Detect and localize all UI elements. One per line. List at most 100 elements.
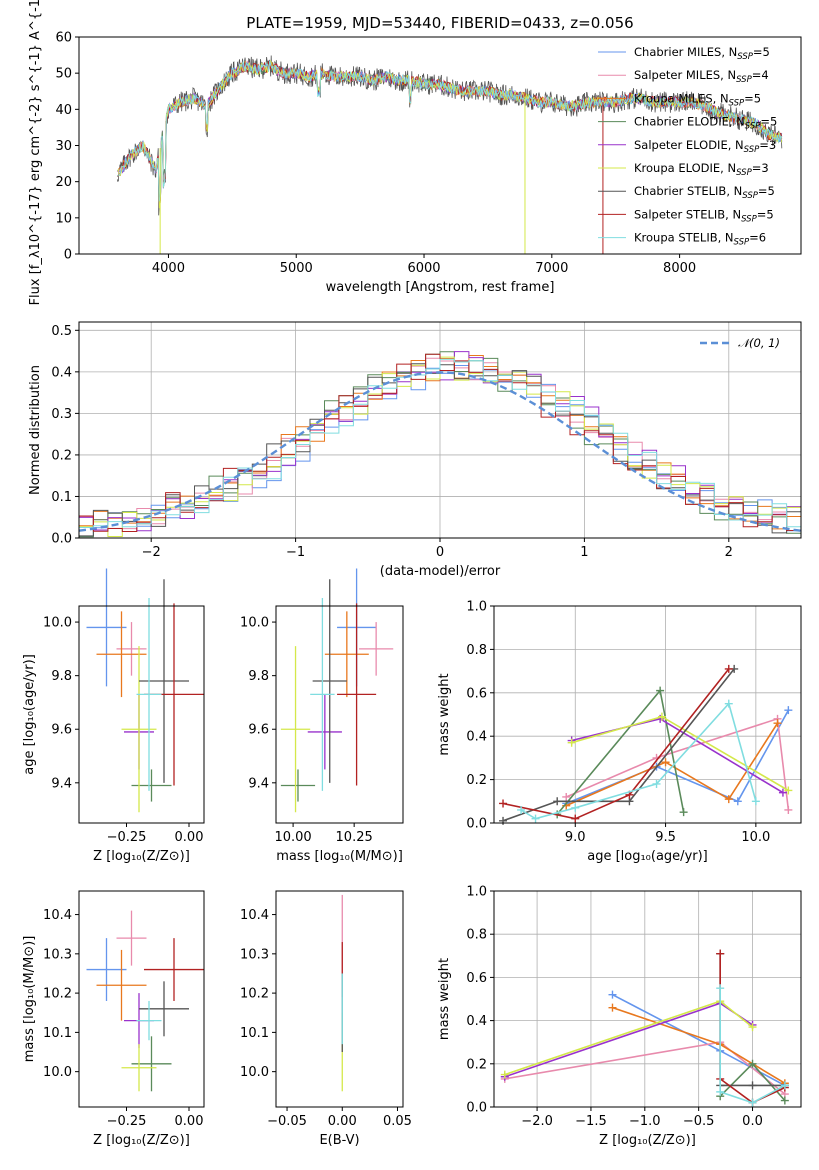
weight-point-marker — [553, 797, 562, 806]
x-tick-label: 6000 — [407, 261, 440, 276]
weight-point-marker — [517, 805, 526, 814]
y-tick-label: 0.4 — [466, 730, 487, 745]
spectrum-line — [117, 59, 783, 209]
legend-label-text: Kroupa STELIB, N — [634, 231, 734, 245]
legend-label: Salpeter STELIB, NSSP=5 — [634, 207, 774, 224]
y-tick-label: 60 — [55, 31, 72, 46]
y-tick-label: 0.8 — [466, 643, 487, 658]
axes-frame — [78, 321, 802, 539]
weight-point-marker — [608, 990, 617, 999]
y-axis-title: Normed distribution — [28, 365, 43, 495]
weight-point-marker — [773, 719, 782, 728]
legend-label-suffix: =6 — [749, 231, 766, 245]
panel-age_vs_Z: −0.25 0.00 9.4 9.6 9.8 10.0 Z [log₁₀(Z/Z⊙)] age… — [22, 568, 205, 864]
gaussian-curve — [78, 371, 802, 532]
x-axis-title: Z [log₁₀(Z/Z⊙)] — [93, 849, 190, 864]
y-tick-label: 9.6 — [248, 723, 269, 738]
weight-series-line — [556, 688, 685, 815]
y-tick-label: 10.0 — [240, 1065, 269, 1080]
legend-label-text: Salpeter ELODIE, N — [634, 138, 744, 152]
weight-point-marker — [748, 1059, 757, 1068]
weight-point-marker — [567, 738, 576, 747]
x-tick-label: 10.00 — [274, 830, 311, 845]
weight-point-marker — [748, 1081, 757, 1090]
y-axis-title: age [log₁₀(age/yr)] — [22, 654, 37, 775]
weight-point-marker — [780, 1081, 789, 1090]
y-tick-label: 0.4 — [466, 1014, 487, 1029]
legend-label-text: Chabrier ELODIE, N — [634, 115, 745, 129]
weight-point-marker — [751, 797, 760, 806]
weight-point-marker — [780, 1096, 789, 1105]
weight-point-marker — [724, 664, 733, 673]
x-tick-label: 2 — [725, 545, 733, 560]
x-axis-title: mass [log₁₀(M/M⊙)] — [276, 849, 403, 864]
legend-label-suffix: =5 — [757, 207, 774, 221]
axes-frame — [78, 605, 205, 824]
weight-point-marker — [661, 758, 670, 767]
legend-label-sub: SSP — [745, 122, 761, 132]
panel-spectrum: 4000 5000 6000 7000 8000 0 10 20 30 40 50 60 wavelen… — [28, 0, 802, 305]
legend-label: Chabrier ELODIE, NSSP=5 — [634, 115, 777, 132]
x-tick-label: 0 — [436, 545, 444, 560]
panel-residuals: −2 −1 0 1 2 0.0 0.1 0.2 0.3 0.4 0.5 (data-model)/er… — [28, 321, 802, 579]
axes-frame — [493, 605, 802, 824]
y-axis-title: mass weight — [437, 958, 452, 1040]
y-tick-label: 50 — [55, 67, 72, 82]
legend-label-suffix: =3 — [759, 138, 776, 152]
y-tick-label: 9.4 — [248, 776, 269, 791]
axes-frame — [78, 890, 205, 1108]
y-tick-label: 10.1 — [240, 1026, 269, 1041]
x-tick-label: 0.00 — [175, 830, 204, 845]
weight-series-line — [520, 701, 757, 820]
legend-label-text: Kroupa MILES, N — [634, 91, 729, 105]
panel-mass_vs_Z: −0.25 0.00 10.0 10.1 10.2 10.3 10.4 Z [log₁₀(Z/… — [22, 890, 205, 1148]
weight-point-marker — [499, 816, 508, 825]
x-tick-label: −1.0 — [629, 1114, 661, 1129]
legend-label: 𝒩(0, 1) — [738, 336, 780, 350]
panel-weight_vs_Z: −2.0 −1.5 −1.0 −0.5 0.0 0.0 0.2 0.4 0.6 0.8 1.0 Z [… — [437, 885, 802, 1148]
y-tick-label: 10.4 — [43, 908, 72, 923]
weight-point-marker — [657, 712, 666, 721]
legend-label-sub: SSP — [729, 98, 745, 108]
x-tick-label: 8000 — [663, 261, 696, 276]
weight-point-marker — [784, 805, 793, 814]
x-axis-title: Z [log₁₀(Z/Z⊙)] — [93, 1133, 190, 1148]
x-tick-label: −0.5 — [683, 1114, 715, 1129]
y-tick-label: 0.1 — [51, 490, 72, 505]
legend-label-suffix: =3 — [752, 161, 769, 175]
legend-label-sub: SSP — [742, 191, 758, 201]
x-tick-label: −0.25 — [107, 830, 147, 845]
legend-label-suffix: =5 — [753, 45, 770, 59]
legend-label: Salpeter MILES, NSSP=4 — [634, 68, 769, 85]
y-tick-label: 0.4 — [51, 365, 72, 380]
weight-point-marker — [778, 788, 787, 797]
y-tick-label: 10.1 — [43, 1026, 72, 1041]
axes-frame — [275, 890, 404, 1108]
x-tick-label: −0.25 — [107, 1114, 147, 1129]
weight-point-marker — [724, 795, 733, 804]
panel-age_vs_mass: 10.00 10.25 9.4 9.6 9.8 10.0 mass [log₁₀(M/M⊙)… — [240, 568, 404, 864]
x-tick-label: 0.05 — [383, 1114, 412, 1129]
weight-point-marker — [531, 814, 540, 823]
y-tick-label: 10.2 — [240, 987, 269, 1002]
y-tick-label: 10 — [55, 211, 72, 226]
legend-label-sub: SSP — [741, 214, 757, 224]
y-tick-label: 0.0 — [51, 532, 72, 547]
legend-label-sub: SSP — [736, 75, 752, 85]
weight-point-marker — [733, 797, 742, 806]
x-tick-label: −0.05 — [267, 1114, 307, 1129]
x-tick-label: −1 — [286, 545, 305, 560]
y-tick-label: 0.6 — [466, 686, 487, 701]
y-tick-label: 0 — [64, 248, 72, 263]
y-tick-label: 9.8 — [51, 669, 72, 684]
y-tick-label: 0.5 — [51, 324, 72, 339]
weight-point-marker — [716, 984, 725, 993]
axes-frame — [275, 605, 404, 824]
weight-point-marker — [499, 799, 508, 808]
legend-label: Kroupa STELIB, NSSP=6 — [634, 231, 766, 248]
legend-label-text: Salpeter STELIB, N — [634, 207, 741, 221]
x-tick-label: 4000 — [152, 261, 185, 276]
spectrum-line — [117, 60, 783, 202]
y-axis-title: Flux [f_λ10^{-17} erg cm^{-2} s^{-1} A^{… — [28, 0, 43, 305]
